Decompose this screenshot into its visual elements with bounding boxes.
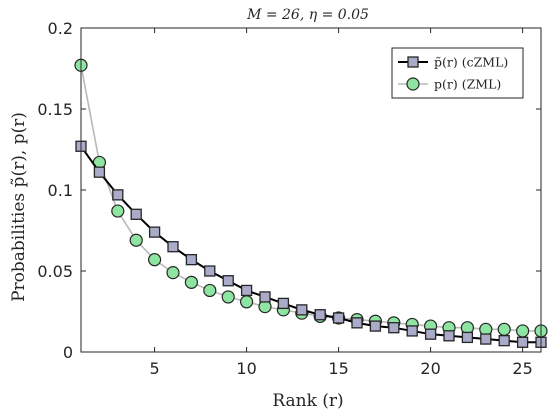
data-point-square <box>406 325 418 337</box>
data-point-circle <box>166 266 180 280</box>
data-point-square <box>148 226 161 238</box>
data-point-square <box>461 331 474 344</box>
data-point-square <box>296 304 308 316</box>
y-tick-label: 0.2 <box>48 19 73 38</box>
data-point-square <box>240 284 253 297</box>
data-point-square <box>480 333 492 345</box>
data-point-square <box>516 336 529 348</box>
data-point-square <box>388 322 400 334</box>
legend: p̃(r) (cZML) p(r) (ZML) <box>391 47 524 99</box>
data-point-square <box>332 312 345 324</box>
data-point-square <box>498 335 510 347</box>
x-tick-label: 25 <box>512 359 532 378</box>
tick-layer: 5 10 15 20 25 0 0.05 0.1 0.15 0.2 <box>37 19 541 378</box>
data-point-square <box>369 320 382 332</box>
series-zml <box>74 58 548 338</box>
legend-label: p(r) (ZML) <box>434 77 501 92</box>
legend-marker-circle <box>406 77 420 91</box>
data-point-square <box>93 166 106 178</box>
series-czml <box>75 140 547 348</box>
data-point-square <box>185 254 198 266</box>
data-point-square <box>277 297 290 310</box>
x-tick-label: 10 <box>236 359 256 378</box>
x-tick-label: 15 <box>328 359 348 378</box>
data-point-square <box>259 291 271 303</box>
data-point-square <box>130 208 142 220</box>
y-tick-label: 0.05 <box>37 262 73 281</box>
data-point-circle <box>129 233 143 247</box>
data-point-square <box>112 189 124 201</box>
data-point-circle <box>111 204 125 218</box>
data-point-circle <box>240 295 254 309</box>
y-tick-label: 0.15 <box>37 100 73 119</box>
x-tick-label: 5 <box>150 359 160 378</box>
data-point-circle <box>184 275 198 289</box>
x-axis-title: Rank (r) <box>272 391 343 411</box>
y-tick-label: 0.1 <box>48 181 73 200</box>
data-point-square <box>314 309 326 321</box>
series-layer <box>74 58 548 348</box>
y-axis-title: Probabilities p̃(r), p(r) <box>9 112 29 302</box>
data-point-square <box>167 241 179 253</box>
data-point-square <box>424 328 437 340</box>
series-line <box>80 65 541 332</box>
y-tick-label: 0 <box>63 343 73 362</box>
data-point-circle <box>203 283 217 298</box>
series-line <box>80 145 541 344</box>
data-point-square <box>443 330 455 342</box>
data-point-circle <box>221 290 235 304</box>
data-point-square <box>222 275 234 287</box>
plot-area-frame <box>80 27 542 353</box>
legend-label: p̃(r) (cZML) <box>434 55 508 70</box>
x-tick-label: 20 <box>420 359 440 378</box>
data-point-circle <box>148 253 162 267</box>
chart-title: M = 26, η = 0.05 <box>246 7 369 23</box>
data-point-square <box>204 265 216 277</box>
data-point-square <box>351 317 363 329</box>
data-point-circle <box>497 322 511 336</box>
data-point-circle <box>515 324 530 338</box>
legend-marker-square <box>407 56 419 68</box>
